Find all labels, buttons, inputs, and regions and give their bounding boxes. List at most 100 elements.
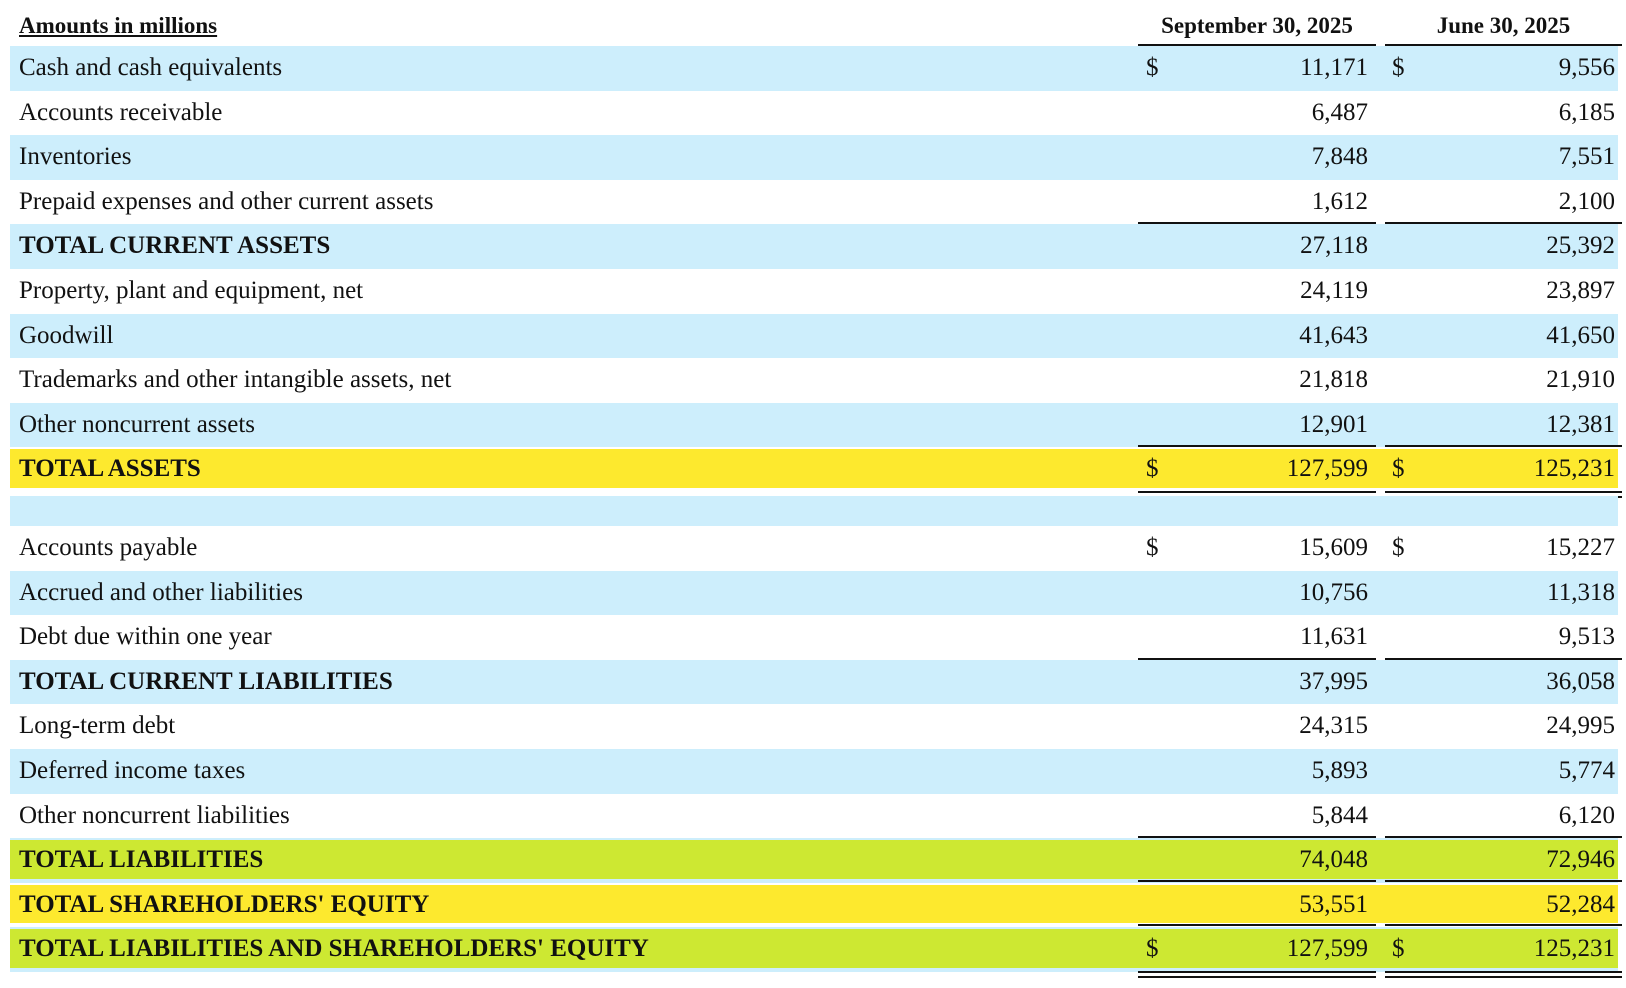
value-jun-2025: 24,995: [1546, 712, 1615, 740]
value-sep-2025: 5,893: [1311, 756, 1368, 784]
value-sep-2025: 53,551: [1299, 890, 1368, 918]
value-jun-2025: 36,058: [1546, 667, 1615, 695]
header-underline: [1385, 44, 1622, 46]
header-underline: [1138, 44, 1376, 46]
subtotal-rule: [1385, 836, 1622, 839]
value-sep-2025: 41,643: [1299, 321, 1368, 349]
double-rule-bottom: [1138, 975, 1376, 978]
column-header-sep-2025: September 30, 2025: [1161, 13, 1353, 38]
row-label-total: TOTAL ASSETS: [19, 455, 201, 483]
value-jun-2025: 125,231: [1533, 455, 1615, 483]
subtotal-rule: [1385, 222, 1622, 225]
table-row: Trademarks and other intangible assets, …: [10, 358, 1618, 403]
row-label: Deferred income taxes: [19, 756, 246, 784]
value-sep-2025: 74,048: [1299, 846, 1368, 874]
table-row: Other noncurrent assets 12,901 12,381: [10, 402, 1622, 448]
value-jun-2025: 6,120: [1558, 801, 1615, 829]
table-row: Accrued and other liabilities 10,756 11,…: [10, 570, 1618, 616]
row-label: Inventories: [19, 143, 132, 171]
dollar-sign: $: [1146, 533, 1159, 561]
row-label: Long-term debt: [19, 712, 176, 740]
amounts-label: Amounts in millions: [19, 13, 218, 38]
value-sep-2025: 24,315: [1299, 712, 1368, 740]
subtotal-rule: [1385, 879, 1622, 882]
value-jun-2025: 72,946: [1546, 846, 1615, 874]
value-sep-2025: 5,844: [1311, 801, 1368, 829]
subtotal-rule: [1138, 836, 1376, 839]
value-sep-2025: 21,818: [1299, 366, 1368, 394]
dollar-sign: $: [1146, 935, 1159, 963]
subtotal-rule: [1385, 924, 1622, 927]
row-label: Property, plant and equipment, net: [19, 276, 364, 304]
value-sep-2025: 15,609: [1299, 533, 1368, 561]
highlight-yellow: [10, 884, 1618, 924]
row-label: Accounts payable: [19, 533, 198, 561]
value-sep-2025: 12,901: [1299, 410, 1368, 438]
table-row: TOTAL LIABILITIES 74,048 72,946: [10, 838, 1622, 883]
table-row: Cash and cash equivalents $ 11,171 $ 9,5…: [10, 46, 1618, 91]
row-label: Trademarks and other intangible assets, …: [19, 366, 452, 394]
row-label-total: TOTAL CURRENT LIABILITIES: [19, 667, 393, 695]
value-jun-2025: 41,650: [1546, 321, 1615, 349]
table-row: TOTAL SHAREHOLDERS' EQUITY 53,551 52,284: [10, 882, 1622, 928]
subtotal-rule: [1138, 879, 1376, 882]
highlight-yellow: [10, 449, 1618, 488]
column-header-jun-2025: June 30, 2025: [1436, 13, 1571, 38]
table-row: TOTAL LIABILITIES AND SHAREHOLDERS' EQUI…: [10, 927, 1622, 978]
dollar-sign: $: [1146, 455, 1159, 483]
row-label: Cash and cash equivalents: [19, 54, 283, 81]
value-sep-2025: 10,756: [1299, 578, 1368, 606]
value-sep-2025: 7,848: [1311, 143, 1368, 171]
double-rule-top: [1385, 490, 1622, 493]
value-jun-2025: 52,284: [1546, 890, 1615, 918]
double-rule-top: [1138, 970, 1376, 973]
table-header: Amounts in millions September 30, 2025 J…: [10, 0, 1622, 46]
double-rule-bottom: [1385, 975, 1622, 978]
value-jun-2025: 23,897: [1546, 276, 1615, 304]
subtotal-rule: [1138, 222, 1376, 225]
table-row: Goodwill 41,643 41,650: [10, 313, 1618, 359]
value-jun-2025: 15,227: [1546, 533, 1615, 561]
balance-sheet-table: Amounts in millions September 30, 2025 J…: [10, 0, 1622, 978]
double-rule-top: [1385, 970, 1622, 973]
value-sep-2025: 11,171: [1300, 54, 1368, 81]
value-jun-2025: 21,910: [1546, 366, 1615, 394]
value-sep-2025: 11,631: [1300, 623, 1368, 651]
subtotal-rule: [1138, 924, 1376, 927]
value-sep-2025: 127,599: [1286, 935, 1368, 963]
table-row: Accounts receivable 6,487 6,185: [10, 90, 1618, 136]
row-label-total: TOTAL LIABILITIES AND SHAREHOLDERS' EQUI…: [19, 935, 649, 963]
value-jun-2025: 5,774: [1558, 756, 1615, 784]
double-rule-top: [1138, 490, 1376, 493]
row-label-total: TOTAL SHAREHOLDERS' EQUITY: [19, 890, 430, 918]
row-label: Debt due within one year: [19, 623, 272, 651]
value-sep-2025: 6,487: [1311, 98, 1368, 126]
dollar-sign: $: [1146, 54, 1159, 81]
value-jun-2025: 125,231: [1533, 935, 1615, 963]
value-jun-2025: 6,185: [1558, 98, 1615, 126]
table-row: Other noncurrent liabilities 5,844 6,120: [10, 793, 1622, 839]
value-sep-2025: 1,612: [1311, 187, 1368, 215]
value-sep-2025: 127,599: [1286, 455, 1368, 483]
table-row: Inventories 7,848 7,551: [10, 135, 1618, 180]
subtotal-rule: [1138, 445, 1376, 448]
table-row: Long-term debt 24,315 24,995: [10, 704, 1618, 749]
value-sep-2025: 27,118: [1300, 232, 1368, 260]
row-label-total: TOTAL CURRENT ASSETS: [19, 232, 331, 260]
table-row: TOTAL ASSETS $ 127,599 $ 125,231: [10, 447, 1622, 498]
table-row: Accounts payable $ 15,609 $ 15,227: [10, 525, 1618, 571]
section-spacer: [10, 495, 1618, 526]
value-jun-2025: 2,100: [1558, 187, 1615, 215]
row-label: Accrued and other liabilities: [19, 578, 303, 606]
value-jun-2025: 11,318: [1547, 578, 1615, 606]
row-label: Accounts receivable: [19, 98, 223, 126]
dollar-sign: $: [1392, 455, 1405, 483]
value-jun-2025: 12,381: [1546, 410, 1615, 438]
table-row: Prepaid expenses and other current asset…: [10, 179, 1622, 225]
subtotal-rule: [1385, 445, 1622, 448]
table-row: TOTAL CURRENT ASSETS 27,118 25,392: [10, 224, 1618, 269]
value-sep-2025: 24,119: [1300, 276, 1368, 304]
value-jun-2025: 25,392: [1546, 232, 1615, 260]
table-row: Deferred income taxes 5,893 5,774: [10, 748, 1618, 794]
row-label: Goodwill: [19, 321, 114, 349]
